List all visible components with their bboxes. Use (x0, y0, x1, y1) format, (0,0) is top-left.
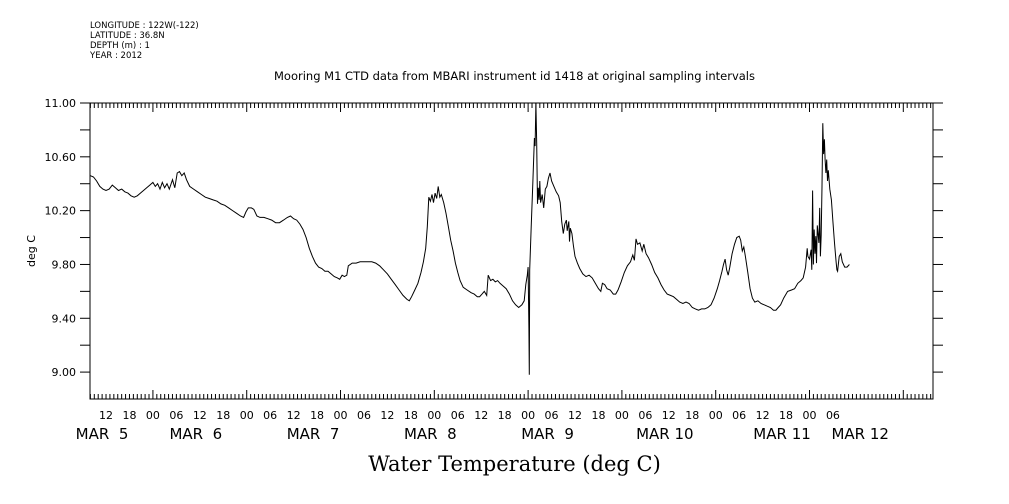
x-hour-tick-label: 18 (122, 409, 136, 422)
y-tick-label: 11.00 (45, 97, 77, 110)
x-hour-tick-label: 06 (451, 409, 465, 422)
x-hour-tick-label: 00 (709, 409, 723, 422)
x-axis: 12 18 00 06 12 18 00 06 12 18 00 06 12 18 00 06 12 18 00 06… (76, 103, 932, 443)
x-hour-tick-label: 12 (99, 409, 113, 422)
x-hour-tick-label: 00 (615, 409, 629, 422)
series-layer (90, 102, 850, 375)
metadata-longitude: LONGITUDE : 122W(-122) (90, 21, 199, 31)
x-hour-tick-label: 18 (779, 409, 793, 422)
x-day-tick-label: MAR 5 (76, 425, 129, 443)
x-hour-tick-label: 12 (756, 409, 770, 422)
metadata-latitude: LATITUDE : 36.8N (90, 31, 165, 41)
metadata-depth: DEPTH (m) : 1 (90, 41, 150, 51)
x-axis-title: Water Temperature (deg C) (368, 452, 661, 476)
chart-title: Mooring M1 CTD data from MBARI instrumen… (274, 69, 755, 83)
y-axis-label: deg C (25, 235, 38, 267)
x-hour-tick-label: 18 (310, 409, 324, 422)
x-hour-tick-label: 00 (521, 409, 535, 422)
metadata-year: YEAR : 2012 (90, 51, 143, 61)
x-hour-tick-label: 18 (216, 409, 230, 422)
y-tick-label: 9.00 (52, 366, 77, 379)
series-line-water-temperature (90, 102, 850, 375)
y-tick-label: 9.40 (52, 312, 77, 325)
x-hour-tick-label: 00 (240, 409, 254, 422)
x-day-tick-label: MAR 12 (831, 425, 888, 443)
y-tick-label: 10.20 (45, 205, 77, 218)
x-hour-tick-label: 06 (357, 409, 371, 422)
x-hour-tick-label: 06 (826, 409, 840, 422)
y-tick-label: 9.80 (52, 258, 77, 271)
x-hour-tick-label: 12 (287, 409, 301, 422)
x-hour-tick-label: 06 (169, 409, 183, 422)
x-hour-tick-label: 00 (146, 409, 160, 422)
x-hour-tick-label: 12 (568, 409, 582, 422)
x-hour-tick-label: 12 (662, 409, 676, 422)
x-hour-tick-label: 00 (427, 409, 441, 422)
x-hour-tick-label: 00 (334, 409, 348, 422)
x-hour-tick-label: 06 (545, 409, 559, 422)
x-hour-tick-label: 06 (638, 409, 652, 422)
x-day-tick-label: MAR 10 (636, 425, 693, 443)
x-hour-tick-label: 12 (380, 409, 394, 422)
y-tick-label: 10.60 (45, 151, 77, 164)
y-axis: 9.00 9.40 9.80 10.20 10.60 11.00 (45, 97, 943, 379)
x-day-tick-label: MAR 8 (404, 425, 457, 443)
metadata-block: LONGITUDE : 122W(-122) LATITUDE : 36.8N … (90, 21, 199, 61)
x-day-tick-label: MAR 7 (287, 425, 340, 443)
x-hour-tick-label: 06 (263, 409, 277, 422)
plot-frame (89, 102, 934, 400)
x-hour-tick-label: 06 (732, 409, 746, 422)
x-hour-tick-label: 18 (685, 409, 699, 422)
x-hour-tick-label: 12 (474, 409, 488, 422)
x-hour-tick-label: 00 (803, 409, 817, 422)
x-hour-tick-label: 18 (498, 409, 512, 422)
x-day-tick-label: MAR 9 (521, 425, 574, 443)
x-day-tick-label: MAR 11 (753, 425, 810, 443)
x-day-tick-label: MAR 6 (169, 425, 222, 443)
x-hour-tick-label: 18 (591, 409, 605, 422)
x-hour-tick-label: 12 (193, 409, 207, 422)
x-hour-tick-label: 18 (404, 409, 418, 422)
